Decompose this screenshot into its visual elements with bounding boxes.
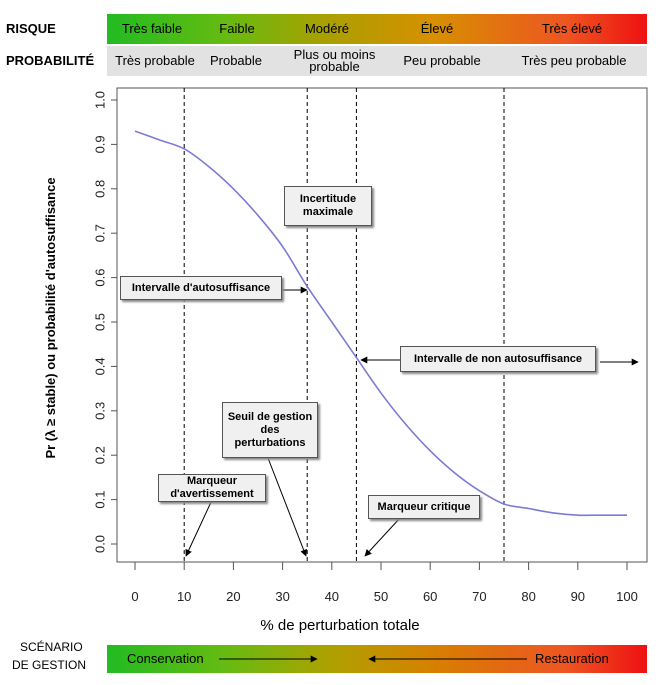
scenario-label-line2: DE GESTION — [12, 658, 87, 672]
probability-band: Très probable Probable Plus ou moins pro… — [107, 46, 647, 76]
autosuffisance-box: Intervalle d'autosuffisance — [120, 276, 282, 300]
x-tick-label: 0 — [131, 589, 138, 604]
y-tick-label: 0.5 — [92, 313, 107, 331]
y-tick-label: 0.9 — [92, 135, 107, 153]
y-tick-label: 0.2 — [92, 446, 107, 464]
prob-level-probable: Probable — [209, 53, 263, 68]
x-tick-label: 30 — [275, 589, 289, 604]
y-tick-label: 0.8 — [92, 180, 107, 198]
incertitude-box: Incertitude maximale — [284, 186, 372, 226]
avertissement-arrow — [185, 499, 213, 557]
y-tick-label: 0.3 — [92, 402, 107, 420]
prob-level-unlikely: Peu probable — [403, 53, 481, 68]
x-tick-label: 20 — [226, 589, 240, 604]
seuil-box: Seuil de gestion des perturbations — [222, 402, 318, 458]
non-autosuffisance-box: Intervalle de non autosuffisance — [400, 346, 596, 372]
scenario-label-line1: SCÉNARIO — [20, 640, 83, 654]
risk-level-low: Faible — [219, 21, 255, 36]
x-tick-label: 60 — [423, 589, 437, 604]
risk-level-very-low: Très faible — [121, 21, 183, 36]
risk-level-high: Élevé — [420, 21, 454, 36]
risk-row-label: RISQUE — [6, 21, 56, 36]
y-tick-label: 0.0 — [92, 535, 107, 553]
y-tick-label: 1.0 — [92, 91, 107, 109]
y-axis-label: Pr (λ ≥ stable) ou probabilité d'autosuf… — [43, 177, 58, 458]
x-axis: 0 10 20 30 40 50 60 70 80 90 100 — [131, 562, 638, 604]
y-tick-label: 0.4 — [92, 357, 107, 375]
x-tick-label: 70 — [472, 589, 486, 604]
chart: 0.0 0.1 0.2 0.3 0.4 0.5 0.6 0.7 0.8 0.9 1.0 0 10 20 3… — [43, 87, 648, 634]
x-tick-label: 40 — [325, 589, 339, 604]
conservation-label: Conservation — [127, 651, 204, 666]
y-tick-label: 0.6 — [92, 269, 107, 287]
prob-level-very-probable: Très probable — [115, 53, 195, 68]
prob-level-very-unlikely: Très peu probable — [521, 53, 627, 68]
series-line — [134, 130, 627, 517]
seuil-arrow — [267, 457, 307, 557]
restauration-label: Restauration — [535, 651, 609, 666]
y-axis: 0.0 0.1 0.2 0.3 0.4 0.5 0.6 0.7 0.8 0.9 1.0 — [92, 91, 118, 553]
marqueur-avertissement-box: Marqueur d'avertissement — [158, 474, 266, 502]
scenario-band: Conservation Restauration — [107, 645, 647, 673]
risk-level-moderate: Modéré — [304, 21, 350, 36]
x-tick-label: 100 — [616, 589, 638, 604]
prob-level-more-or-less: Plus ou moins probable — [293, 47, 376, 74]
y-tick-label: 0.7 — [92, 224, 107, 242]
x-tick-label: 90 — [571, 589, 585, 604]
x-axis-label: % de perturbation totale — [260, 617, 419, 634]
y-tick-label: 0.1 — [92, 491, 107, 509]
x-tick-label: 10 — [177, 589, 191, 604]
x-tick-label: 80 — [521, 589, 535, 604]
probability-row-label: PROBABILITÉ — [6, 53, 95, 68]
marqueur-critique-box: Marqueur critique — [368, 495, 480, 519]
critique-arrow — [364, 517, 401, 557]
risk-level-very-high: Très élevé — [541, 21, 603, 36]
x-tick-label: 50 — [374, 589, 388, 604]
scenario-arrows — [219, 655, 527, 663]
risk-band: Très faible Faible Modéré Élevé Très éle… — [107, 14, 647, 44]
